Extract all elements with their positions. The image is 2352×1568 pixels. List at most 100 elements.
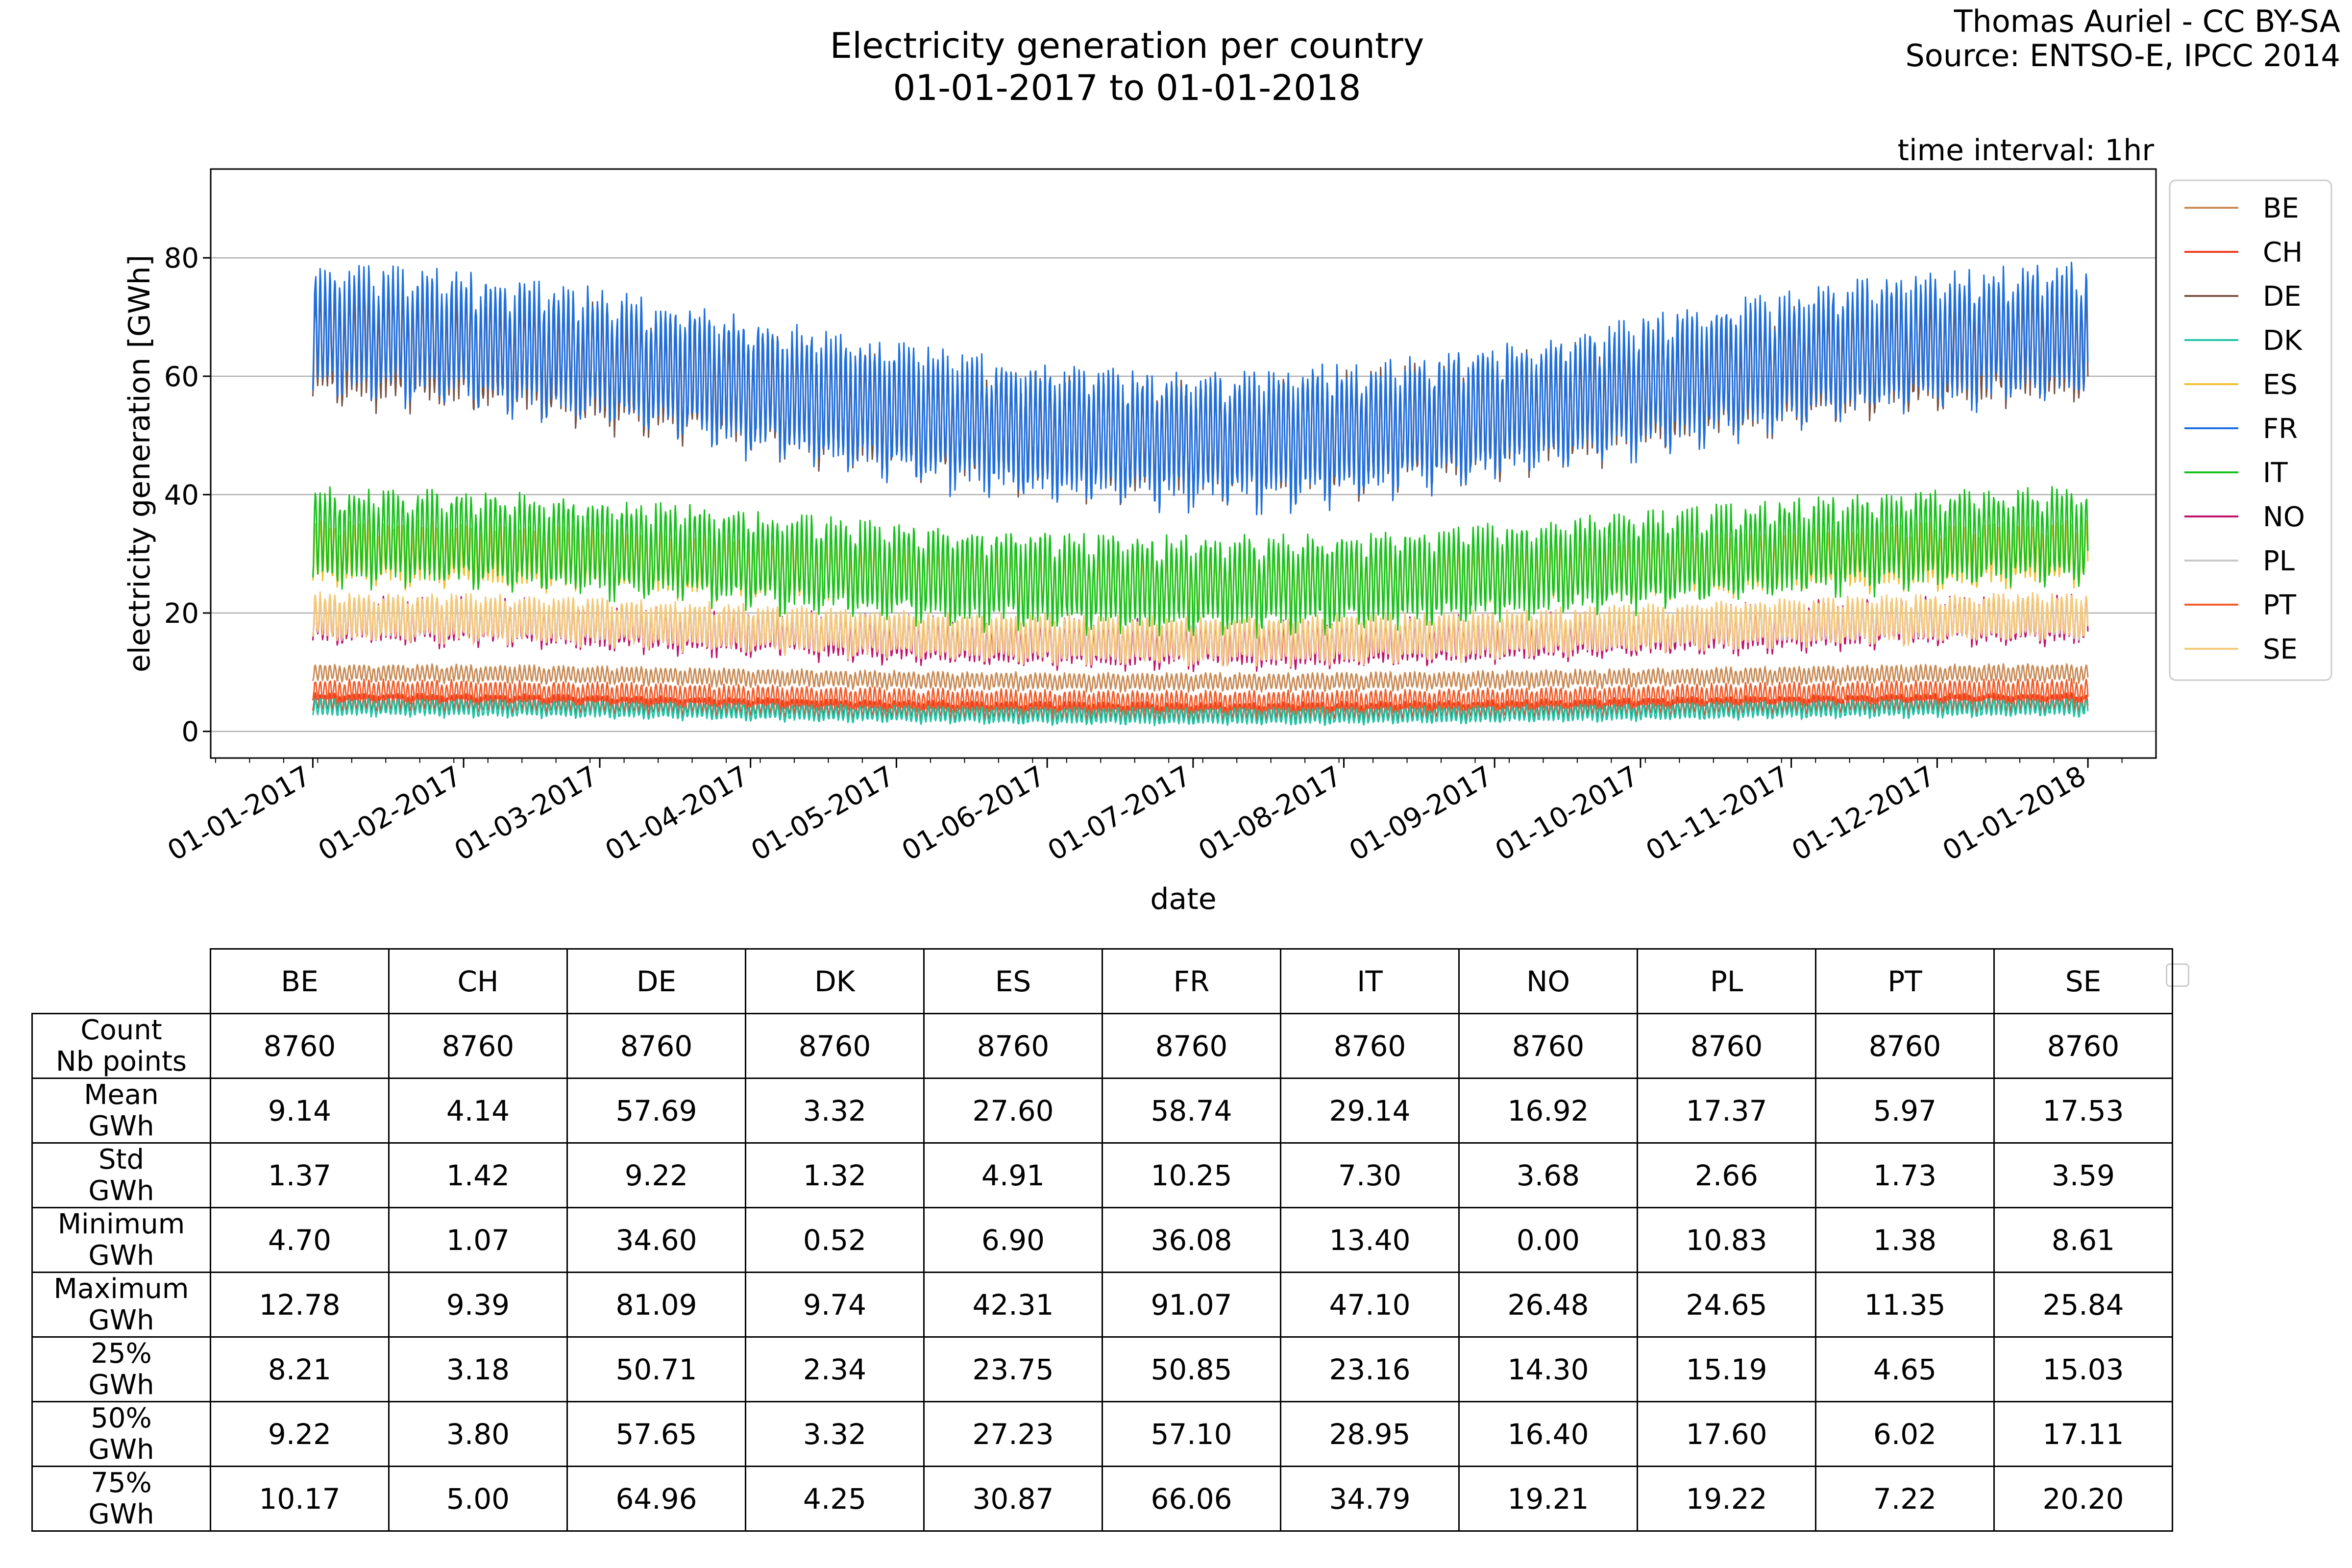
series-line-be: [312, 663, 2089, 693]
table-row-header: 75% GWh: [31, 1466, 211, 1532]
row-label-unit: GWh: [88, 1498, 154, 1530]
table-row: Maximum GWh 12.78 9.39 81.09 9.74 42.31 91.07 47…: [31, 1272, 2173, 1338]
table-row-header: 50% GWh: [31, 1401, 211, 1467]
table-cell: 9.74: [745, 1272, 925, 1338]
table-cell: 91.07: [1102, 1272, 1281, 1338]
series-line-fr: [312, 262, 2089, 515]
table-cell: 9.22: [210, 1401, 390, 1467]
table-column-header: BE: [210, 948, 390, 1014]
table-cell: 8760: [1280, 1013, 1460, 1079]
table-row: 75% GWh 10.17 5.00 64.96 4.25 30.87 66.06 34.79 1…: [31, 1466, 2173, 1532]
x-tick-label-4: 01-05-2017: [746, 760, 900, 867]
y-axis-label: electricity generation [GWh]: [122, 255, 157, 672]
y-tick-label-3: 60: [164, 361, 199, 393]
table-cell: 4.25: [745, 1466, 925, 1532]
row-label-primary: 25%: [91, 1337, 152, 1370]
table-cell: 3.68: [1458, 1142, 1638, 1208]
x-tick-label-0: 01-01-2017: [162, 760, 316, 867]
table-row-header: Mean GWh: [31, 1078, 211, 1144]
chart-title-line-1: Electricity generation per country: [830, 25, 1424, 66]
series-group: [312, 262, 2089, 727]
legend-label-pt: PT: [2263, 589, 2297, 621]
legend-label-es: ES: [2263, 369, 2298, 401]
row-label-primary: Std: [98, 1143, 145, 1176]
table-cell: 15.03: [1993, 1336, 2173, 1402]
table-column-header: NO: [1458, 948, 1638, 1014]
table-cell: 4.91: [923, 1142, 1103, 1208]
row-label-unit: GWh: [88, 1369, 154, 1401]
chart-title-line-2: 01-01-2017 to 01-01-2018: [893, 67, 1361, 108]
x-tick-label-2: 01-03-2017: [449, 760, 603, 867]
table-row-header: Minimum GWh: [31, 1207, 211, 1273]
table-cell: 3.32: [745, 1078, 925, 1144]
table-cell: 36.08: [1102, 1207, 1281, 1273]
table-cell: 50.71: [566, 1336, 746, 1402]
x-tick-label-5: 01-06-2017: [897, 760, 1051, 867]
table-cell: 9.39: [388, 1272, 568, 1338]
row-label-primary: 75%: [91, 1467, 152, 1499]
table-column-header: DE: [566, 948, 746, 1014]
table-cell: 8.61: [1993, 1207, 2173, 1273]
legend-label-be: BE: [2263, 193, 2299, 224]
table-column-header: PT: [1815, 948, 1995, 1014]
legend-label-pl: PL: [2263, 545, 2295, 577]
table-cell: 19.21: [1458, 1466, 1638, 1532]
table-cell: 0.52: [745, 1207, 925, 1273]
table-cell: 5.00: [388, 1466, 568, 1532]
y-tick-label-1: 20: [164, 598, 199, 630]
table-cell: 25.84: [1993, 1272, 2173, 1338]
table-cell: 14.30: [1458, 1336, 1638, 1402]
table-cell: 28.95: [1280, 1401, 1460, 1467]
table-cell: 20.20: [1993, 1466, 2173, 1532]
table-cell: 7.22: [1815, 1466, 1995, 1532]
table-cell: 8760: [1637, 1013, 1816, 1079]
table-cell: 7.30: [1280, 1142, 1460, 1208]
row-label-unit: Nb points: [55, 1045, 187, 1078]
table-cell: 15.19: [1637, 1336, 1816, 1402]
y-tick-label-2: 40: [164, 479, 199, 511]
table-cell: 3.18: [388, 1336, 568, 1402]
series-line-pt: [312, 678, 2089, 716]
table-cell: 10.83: [1637, 1207, 1816, 1273]
table-row: Std GWh 1.37 1.42 9.22 1.32 4.91 10.25 7.30 3.68 2…: [31, 1142, 2173, 1208]
table-cell: 17.53: [1993, 1078, 2173, 1144]
table-cell: 6.02: [1815, 1401, 1995, 1467]
table-cell: 8760: [1102, 1013, 1281, 1079]
table-cell: 8760: [745, 1013, 925, 1079]
table-cell: 8760: [210, 1013, 390, 1079]
table-cell: 2.34: [745, 1336, 925, 1402]
table-cell: 3.32: [745, 1401, 925, 1467]
table-cell: 50.85: [1102, 1336, 1281, 1402]
table-cell: 8760: [388, 1013, 568, 1079]
series-line-dk: [312, 698, 2089, 727]
table-row: 50% GWh 9.22 3.80 57.65 3.32 27.23 57.10 28.95 16…: [31, 1401, 2173, 1467]
table-row: Count Nb points 8760 8760 8760 8760 8760 8760 87…: [31, 1013, 2173, 1079]
series-line-it: [312, 486, 2089, 639]
table-cell: 16.40: [1458, 1401, 1638, 1467]
row-label-primary: Count: [80, 1014, 162, 1046]
statistics-table: BE CH DE DK ES FR IT NO PL PT SE Count Nb points 8760…: [31, 948, 2173, 1532]
x-tick-label-3: 01-04-2017: [600, 760, 754, 867]
table-cell: 30.87: [923, 1466, 1103, 1532]
table-row: Minimum GWh 4.70 1.07 34.60 0.52 6.90 36.08 13.4…: [31, 1207, 2173, 1273]
table-corner-cell: [32, 949, 211, 1014]
table-cell: 11.35: [1815, 1272, 1995, 1338]
legend-label-no: NO: [2263, 501, 2305, 533]
plot-frame: [210, 168, 2157, 759]
legend-box: [2169, 179, 2332, 681]
table-cell: 19.22: [1637, 1466, 1816, 1532]
table-column-header: PL: [1637, 948, 1816, 1014]
table-cell: 42.31: [923, 1272, 1103, 1338]
credit-source: Source: ENTSO-E, IPCC 2014: [1905, 38, 2340, 74]
table-cell: 13.40: [1280, 1207, 1460, 1273]
table-cell: 17.60: [1637, 1401, 1816, 1467]
x-tick-label-8: 01-09-2017: [1344, 760, 1498, 867]
table-cell: 24.65: [1637, 1272, 1816, 1338]
y-tick-label-4: 80: [164, 243, 199, 274]
table-column-header: SE: [1993, 948, 2173, 1014]
legend-label-it: IT: [2263, 457, 2288, 489]
table-cell: 81.09: [566, 1272, 746, 1338]
table-cell: 6.90: [923, 1207, 1103, 1273]
table-cell: 4.70: [210, 1207, 390, 1273]
table-column-header: DK: [745, 948, 925, 1014]
